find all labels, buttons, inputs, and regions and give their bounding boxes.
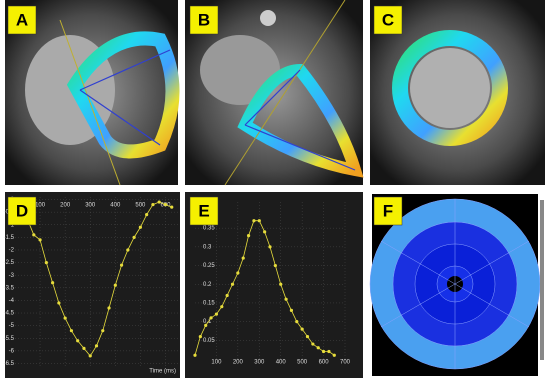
point bbox=[126, 248, 130, 252]
point bbox=[119, 263, 124, 267]
panel-label-box bbox=[189, 196, 219, 226]
bullseye bbox=[369, 192, 545, 378]
panel-label-box bbox=[189, 5, 219, 35]
x-tick-label: 300 bbox=[254, 360, 265, 366]
point bbox=[151, 202, 155, 207]
y-tick-label: -6.5 bbox=[4, 361, 15, 367]
y-tick-label: 0.05 bbox=[203, 338, 215, 344]
point bbox=[241, 256, 245, 260]
point bbox=[69, 329, 74, 333]
y-tick-label: 0.35 bbox=[203, 226, 215, 232]
x-tick-label: 500 bbox=[297, 360, 308, 366]
point bbox=[163, 202, 168, 207]
point bbox=[225, 293, 229, 298]
point bbox=[193, 353, 197, 357]
panel-label: D bbox=[16, 201, 28, 220]
point bbox=[246, 234, 251, 238]
point bbox=[132, 235, 136, 239]
point bbox=[236, 271, 240, 275]
point bbox=[300, 327, 304, 331]
point bbox=[220, 305, 224, 309]
y-tick-label: -2.5 bbox=[4, 260, 15, 266]
point bbox=[311, 342, 315, 346]
point bbox=[279, 282, 283, 286]
point bbox=[44, 260, 48, 265]
point bbox=[252, 219, 256, 223]
point bbox=[157, 200, 161, 204]
panel-label: E bbox=[198, 201, 209, 220]
y-tick-label: -4.5 bbox=[4, 311, 15, 317]
point bbox=[63, 316, 67, 320]
point bbox=[82, 346, 86, 350]
panel-label: A bbox=[16, 10, 28, 29]
point bbox=[101, 329, 105, 333]
point bbox=[268, 245, 272, 249]
x-tick-label: 100 bbox=[35, 203, 46, 209]
point bbox=[209, 316, 213, 320]
x-tick-label: 400 bbox=[276, 360, 287, 366]
point bbox=[230, 282, 235, 286]
point bbox=[107, 306, 111, 310]
x-tick-label: 200 bbox=[60, 203, 71, 209]
panel-label: B bbox=[198, 10, 210, 29]
mri-panel-a bbox=[5, 0, 180, 186]
y-tick-label: -2 bbox=[9, 248, 15, 254]
y-tick-label: -4 bbox=[9, 298, 15, 304]
y-tick-label: -3.5 bbox=[4, 285, 15, 291]
point bbox=[138, 225, 142, 229]
point bbox=[316, 346, 320, 350]
panel-label-box bbox=[7, 196, 37, 226]
y-tick-label: 0.3 bbox=[203, 244, 212, 250]
y-tick-label: -5.5 bbox=[4, 336, 15, 342]
point bbox=[263, 230, 267, 234]
panel-label: C bbox=[382, 10, 394, 29]
point bbox=[57, 301, 61, 305]
x-axis-label: Time (ms) bbox=[149, 369, 176, 375]
point bbox=[145, 213, 149, 217]
panel-label: F bbox=[383, 201, 393, 220]
panel-label-box bbox=[373, 196, 403, 226]
x-tick-label: 700 bbox=[340, 360, 351, 366]
point bbox=[170, 205, 174, 209]
point bbox=[273, 263, 277, 268]
panel-label-box bbox=[373, 5, 403, 35]
y-tick-label: -1 bbox=[9, 222, 15, 228]
y-tick-label: 0.25 bbox=[203, 263, 215, 269]
line bbox=[14, 201, 172, 357]
point bbox=[295, 320, 299, 324]
point bbox=[289, 308, 294, 313]
point bbox=[88, 354, 92, 358]
x-tick-label: 400 bbox=[110, 203, 121, 209]
y-tick-label: 0.15 bbox=[203, 301, 215, 307]
y-tick-label: -6 bbox=[9, 348, 15, 354]
y-tick-label: -3 bbox=[9, 273, 15, 279]
x-tick-label: 600 bbox=[319, 360, 330, 366]
point bbox=[327, 349, 331, 354]
point bbox=[257, 219, 261, 223]
panel-label-box bbox=[7, 5, 37, 35]
point bbox=[113, 283, 117, 287]
point bbox=[32, 233, 36, 237]
y-tick-label: -1.5 bbox=[4, 235, 15, 241]
point bbox=[38, 238, 42, 242]
point bbox=[214, 312, 219, 316]
y-tick-label: 0.2 bbox=[203, 282, 212, 288]
point bbox=[332, 353, 336, 357]
mri-panel-c bbox=[370, 0, 545, 185]
point bbox=[198, 334, 202, 339]
x-tick-label: 500 bbox=[135, 203, 146, 209]
point bbox=[284, 297, 288, 301]
point bbox=[321, 349, 326, 354]
x-tick-label: 100 bbox=[211, 360, 222, 366]
point bbox=[305, 334, 310, 339]
point bbox=[76, 339, 80, 343]
y-tick-label: -5 bbox=[9, 323, 15, 329]
point bbox=[51, 281, 55, 285]
point bbox=[94, 344, 99, 348]
x-tick-label: 200 bbox=[233, 360, 244, 366]
point bbox=[204, 323, 208, 327]
x-tick-label: 300 bbox=[85, 203, 96, 209]
